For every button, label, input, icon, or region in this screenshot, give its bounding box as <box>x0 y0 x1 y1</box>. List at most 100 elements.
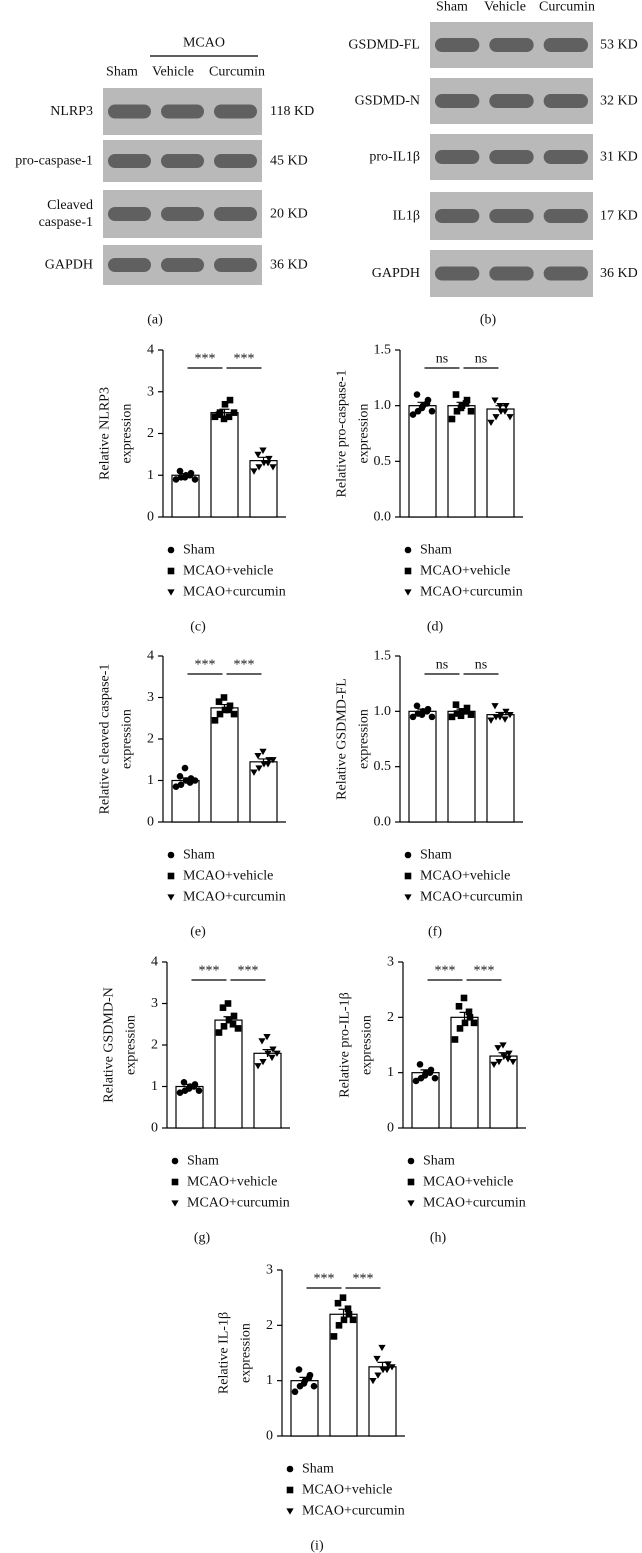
marker-triangle <box>501 716 509 723</box>
legend-label: MCAO+curcumin <box>423 1196 526 1211</box>
marker-circle <box>186 779 194 786</box>
caption: (a) <box>147 313 163 328</box>
y-tick-label: 0 <box>151 1121 158 1136</box>
marker-circle <box>413 702 421 710</box>
marker-triangle <box>378 1344 386 1352</box>
marker-circle <box>176 467 184 475</box>
blot-band <box>543 94 588 108</box>
row-label: GAPDH <box>45 258 93 273</box>
significance-label: *** <box>314 1272 335 1287</box>
lane-label: Curcumin <box>209 65 265 80</box>
marker-circle <box>409 713 417 721</box>
marker-square <box>462 708 470 715</box>
y-axis-label: expression <box>124 1015 139 1075</box>
marker-square <box>220 1023 228 1030</box>
marker-triangle <box>269 757 277 764</box>
y-tick-label: 1 <box>387 1065 394 1080</box>
marker-circle <box>404 851 412 859</box>
marker-triangle <box>250 468 258 475</box>
blot-band <box>214 154 257 168</box>
blot-band <box>214 104 257 119</box>
marker-triangle <box>255 464 263 471</box>
marker-square <box>467 711 475 718</box>
size-label: 118 KD <box>270 104 314 119</box>
marker-triangle <box>254 451 262 459</box>
marker-square <box>334 1299 342 1307</box>
marker-triangle <box>171 1200 179 1207</box>
marker-triangle <box>502 708 510 715</box>
marker-triangle <box>255 765 263 772</box>
y-axis-label: expression <box>120 404 135 464</box>
marker-circle <box>409 411 417 418</box>
marker-circle <box>177 781 185 788</box>
marker-square <box>220 694 228 701</box>
marker-square <box>345 1310 353 1318</box>
marker-triangle <box>269 1046 277 1053</box>
marker-square <box>167 872 175 880</box>
marker-triangle <box>383 1366 391 1374</box>
marker-triangle <box>490 1061 498 1068</box>
y-tick-label: 3 <box>151 996 158 1011</box>
marker-circle <box>286 1465 294 1473</box>
legend-label: Sham <box>183 543 215 558</box>
error-bar <box>180 777 191 783</box>
y-axis-label: Relative GSDMD-N <box>102 987 117 1103</box>
y-tick-label: 3 <box>387 955 394 970</box>
marker-square <box>230 1012 238 1020</box>
marker-circle <box>418 711 426 718</box>
row-label: NLRP3 <box>50 104 93 119</box>
y-tick-label: 2 <box>147 732 154 747</box>
marker-square <box>215 698 223 705</box>
row-label: Cleaved <box>47 198 93 213</box>
marker-circle <box>176 773 184 780</box>
bar <box>450 1016 479 1129</box>
legend-label: MCAO+vehicle <box>420 564 510 579</box>
marker-triangle <box>494 1045 502 1052</box>
y-axis-label: Relative pro-IL-1β <box>338 992 353 1097</box>
blot-band <box>161 258 204 272</box>
marker-square <box>470 1019 478 1027</box>
marker-square <box>330 1333 338 1340</box>
marker-triangle <box>492 414 500 421</box>
legend-label: MCAO+curcumin <box>183 890 286 905</box>
error-bar <box>456 708 467 714</box>
y-axis-label: Relative IL-1β <box>217 1312 232 1394</box>
marker-triangle <box>504 1056 512 1063</box>
error-bar <box>377 1361 388 1372</box>
caption: (i) <box>310 1539 324 1553</box>
significance-label: *** <box>234 352 255 367</box>
y-tick-label: 0 <box>387 1121 394 1136</box>
error-bar <box>417 401 428 410</box>
y-tick-label: 4 <box>147 343 154 358</box>
marker-square <box>462 400 470 407</box>
row-label: pro-caspase-1 <box>15 154 93 169</box>
marker-triangle <box>509 1058 517 1066</box>
y-tick-label: 2 <box>387 1010 394 1025</box>
y-tick-label: 3 <box>147 690 154 705</box>
significance-label: *** <box>195 658 216 673</box>
bar <box>368 1366 397 1437</box>
blot-band <box>543 266 588 281</box>
marker-square <box>286 1486 294 1494</box>
marker-triangle <box>167 589 175 596</box>
marker-square <box>219 1004 227 1011</box>
marker-triangle <box>373 1355 381 1363</box>
marker-square <box>453 710 461 717</box>
size-label: 36 KD <box>270 258 308 273</box>
y-tick-label: 4 <box>151 955 158 970</box>
group-label: MCAO <box>183 36 225 51</box>
legend-label: MCAO+vehicle <box>302 1483 392 1498</box>
blot-band <box>489 150 534 164</box>
marker-square <box>234 1025 242 1032</box>
blot-band <box>543 38 588 52</box>
blot-band <box>214 207 257 221</box>
marker-triangle <box>264 761 272 768</box>
marker-triangle <box>269 464 277 471</box>
y-tick-label: 0.5 <box>374 454 392 469</box>
marker-square <box>225 706 233 714</box>
marker-square <box>453 407 461 415</box>
blot-band <box>543 150 588 164</box>
marker-square <box>349 1316 357 1324</box>
legend-label: Sham <box>420 543 452 558</box>
legend-label: MCAO+curcumin <box>420 890 523 905</box>
